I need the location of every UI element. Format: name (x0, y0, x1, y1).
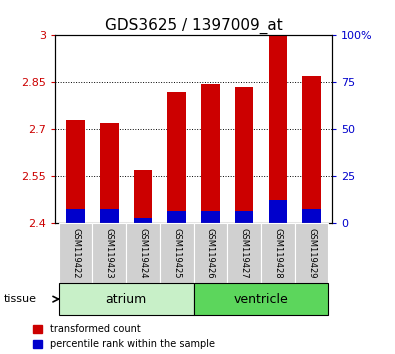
Bar (59, 223, 92, 283)
Bar (201, 84, 220, 223)
Bar (194, 283, 328, 315)
Bar (235, 87, 254, 223)
Bar (100, 123, 118, 223)
Bar (261, 223, 295, 283)
Text: atrium: atrium (105, 293, 147, 306)
Bar (235, 211, 254, 223)
Text: GSM119427: GSM119427 (240, 228, 248, 279)
Bar (134, 218, 152, 223)
Bar (227, 223, 261, 283)
Text: GSM119425: GSM119425 (172, 228, 181, 278)
Text: GSM119422: GSM119422 (71, 228, 80, 278)
Bar (269, 35, 287, 223)
Title: GDS3625 / 1397009_at: GDS3625 / 1397009_at (105, 18, 282, 34)
Bar (126, 223, 160, 283)
Bar (201, 211, 220, 223)
Bar (100, 209, 118, 223)
Bar (66, 209, 85, 223)
Bar (160, 223, 194, 283)
Text: GSM119429: GSM119429 (307, 228, 316, 278)
Bar (194, 223, 227, 283)
Text: GSM119426: GSM119426 (206, 228, 215, 279)
Bar (302, 76, 321, 223)
Bar (295, 223, 328, 283)
Text: GSM119424: GSM119424 (139, 228, 147, 278)
Bar (302, 209, 321, 223)
Text: tissue: tissue (4, 294, 37, 304)
Bar (134, 170, 152, 223)
Bar (66, 120, 85, 223)
Bar (269, 200, 287, 223)
Bar (92, 223, 126, 283)
Text: GSM119423: GSM119423 (105, 228, 114, 279)
Text: GSM119428: GSM119428 (273, 228, 282, 279)
Legend: transformed count, percentile rank within the sample: transformed count, percentile rank withi… (32, 324, 215, 349)
Bar (167, 92, 186, 223)
Bar (59, 283, 194, 315)
Bar (167, 211, 186, 223)
Text: ventricle: ventricle (233, 293, 288, 306)
